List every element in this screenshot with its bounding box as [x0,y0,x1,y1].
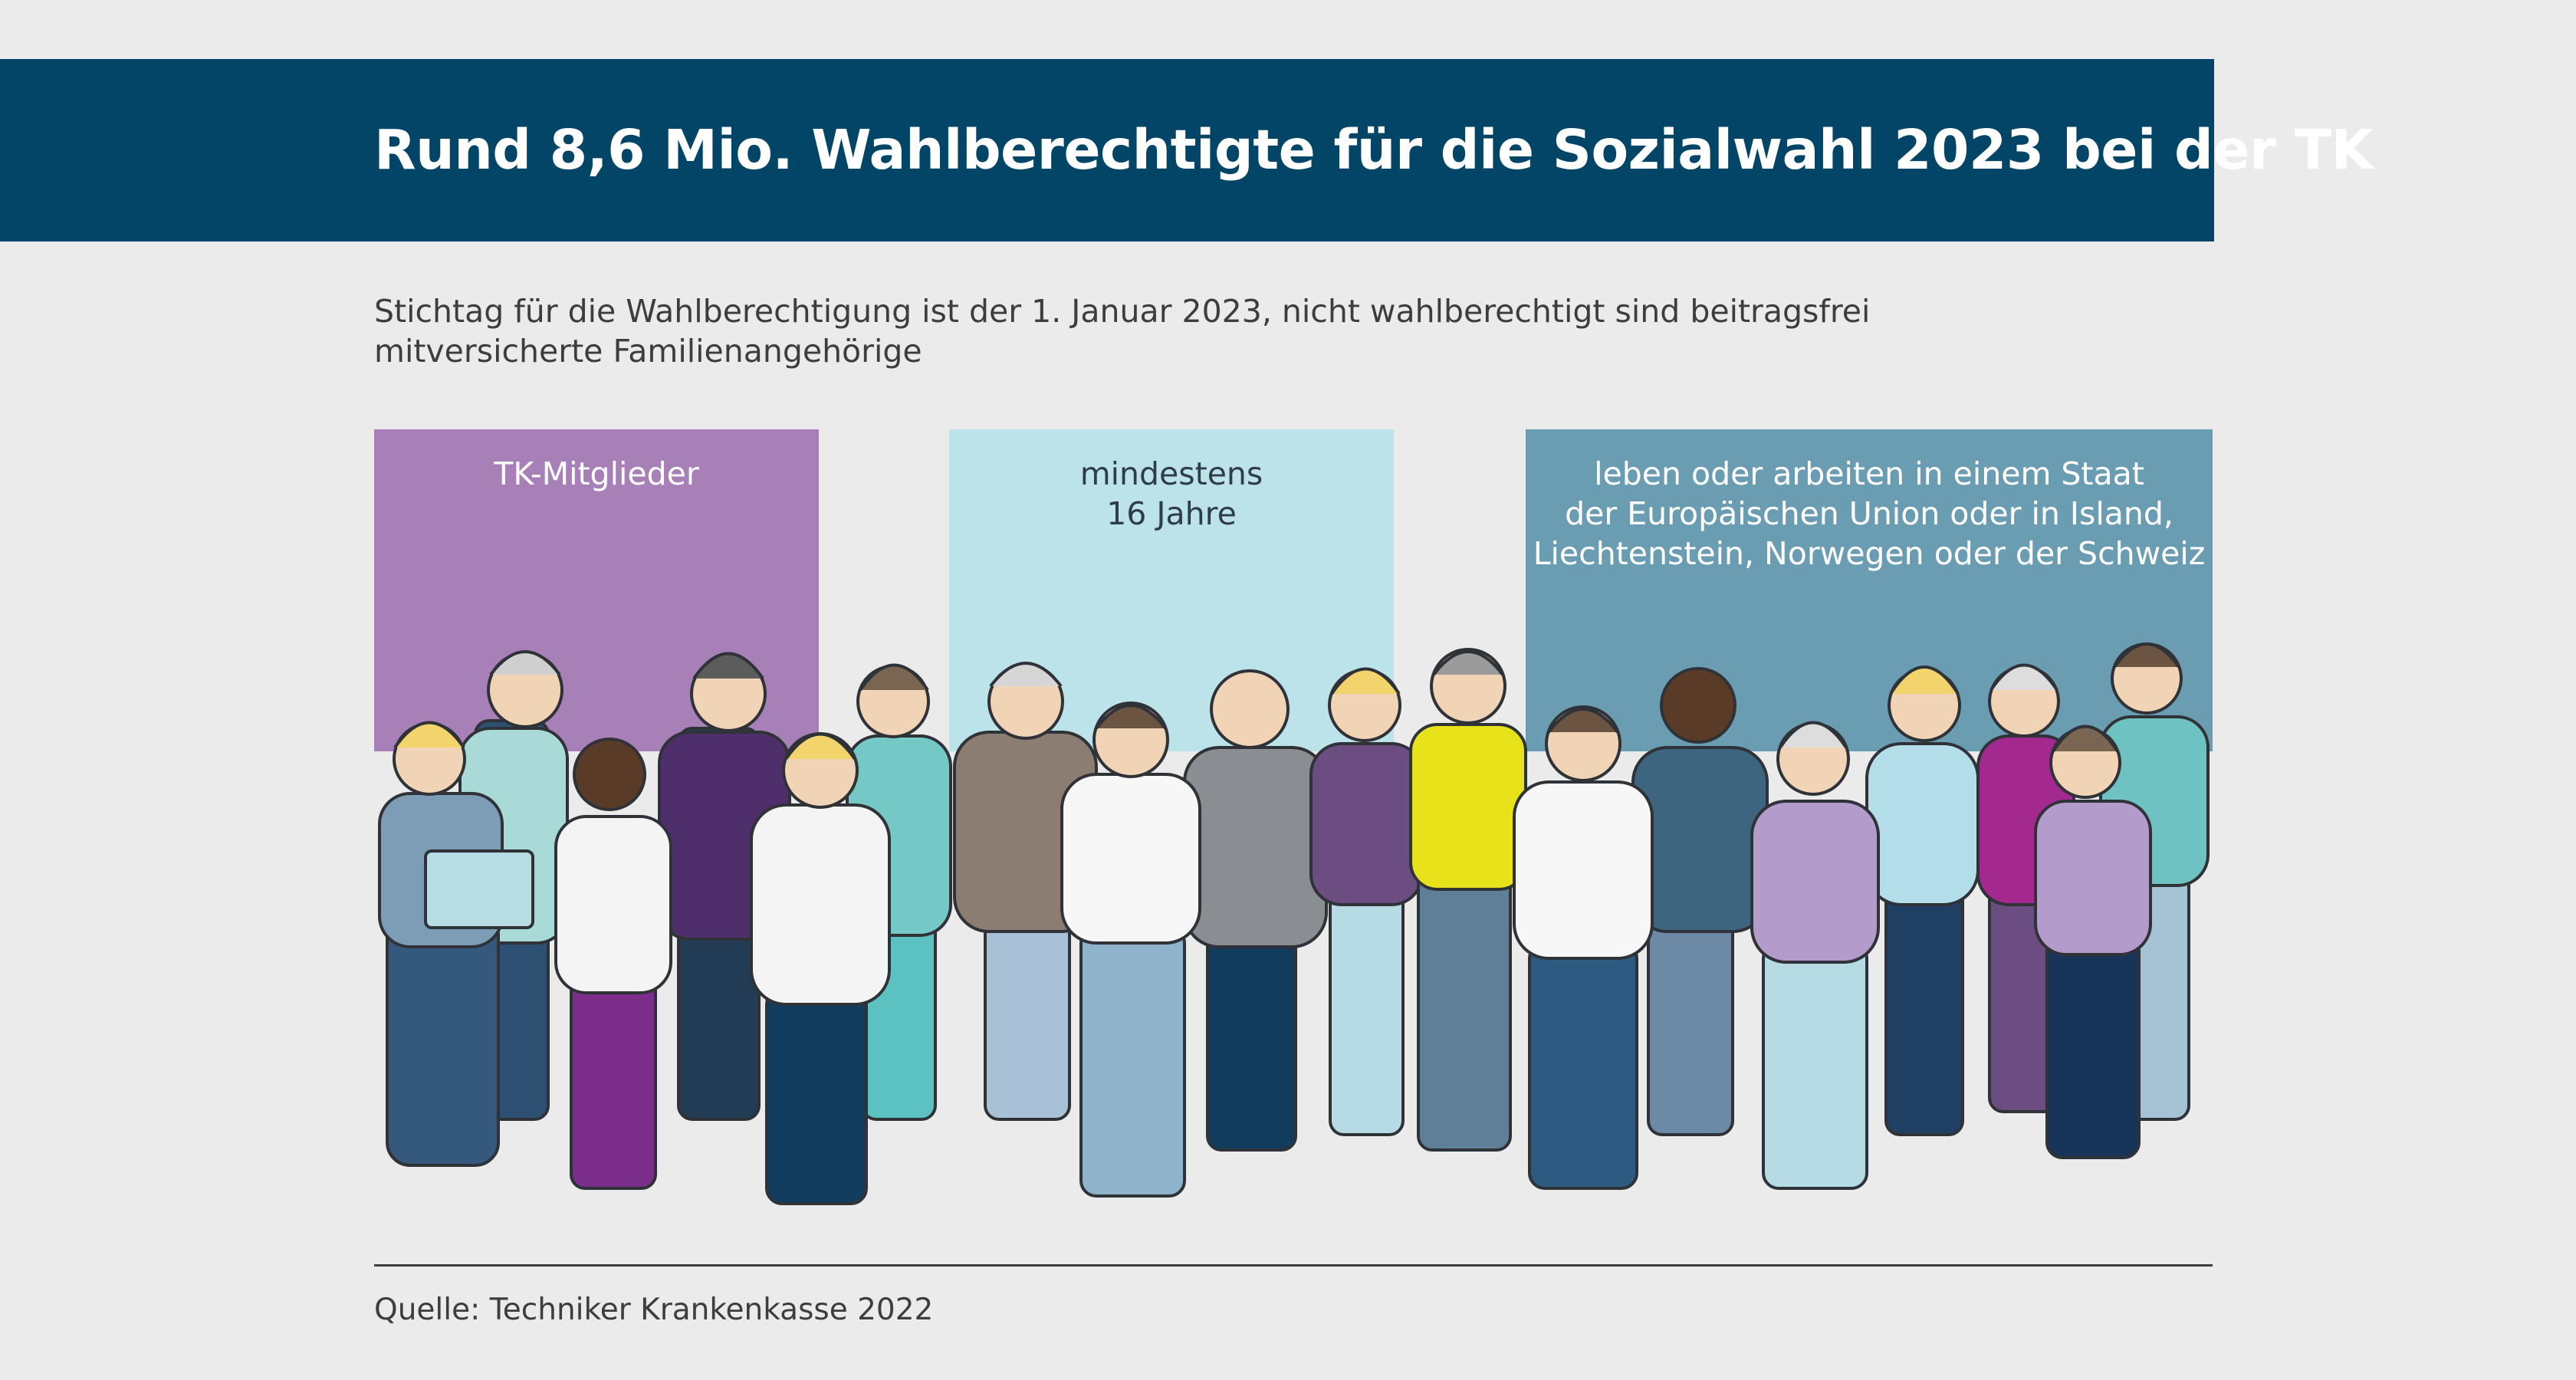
panel-residence: leben oder arbeiten in einem Staat der E… [1526,429,2213,751]
person-figure [658,652,791,1121]
person-figure [1409,648,1527,1152]
panel-residence-line-2: der Europäischen Union oder in Island, [1565,495,2174,532]
panel-age-line-1: mindestens [1079,455,1263,492]
person-figure [554,738,672,1190]
subtitle-line-1: Stichtag für die Wahlberechtigung ist de… [374,293,1871,330]
panel-residence-label: leben oder arbeiten in einem Staat der E… [1526,454,2213,573]
person-figure [378,721,534,1167]
person-figure [1309,667,1424,1136]
page-title: Rund 8,6 Mio. Wahlberechtigte für die So… [374,118,2374,182]
person-figure [1513,705,1654,1190]
subtitle: Stichtag für die Wahlberechtigung ist de… [374,291,2214,371]
panel-residence-line-3: Liechtenstein, Norwegen oder der Schweiz [1533,535,2206,572]
source-note: Quelle: Techniker Krankenkasse 2022 [374,1293,934,1327]
person-figure [1060,702,1201,1198]
panel-residence-line-1: leben oder arbeiten in einem Staat [1594,455,2144,492]
person-figure [2034,724,2152,1159]
subtitle-line-2: mitversicherte Familienangehörige [374,333,922,370]
panel-age-line-2: 16 Jahre [1106,495,1237,532]
person-figure [1865,665,1980,1136]
person-figure [1183,669,1328,1152]
person-figure [1750,721,1880,1190]
footer-divider [374,1264,2213,1267]
person-figure [1631,667,1769,1136]
title-banner: Rund 8,6 Mio. Wahlberechtigte für die So… [0,59,2374,242]
person-figure [750,732,891,1205]
panel-members-line-1: TK-Mitglieder [494,455,699,492]
panel-members-label: TK-Mitglieder [374,454,819,494]
panel-age-label: mindestens 16 Jahre [949,454,1394,534]
